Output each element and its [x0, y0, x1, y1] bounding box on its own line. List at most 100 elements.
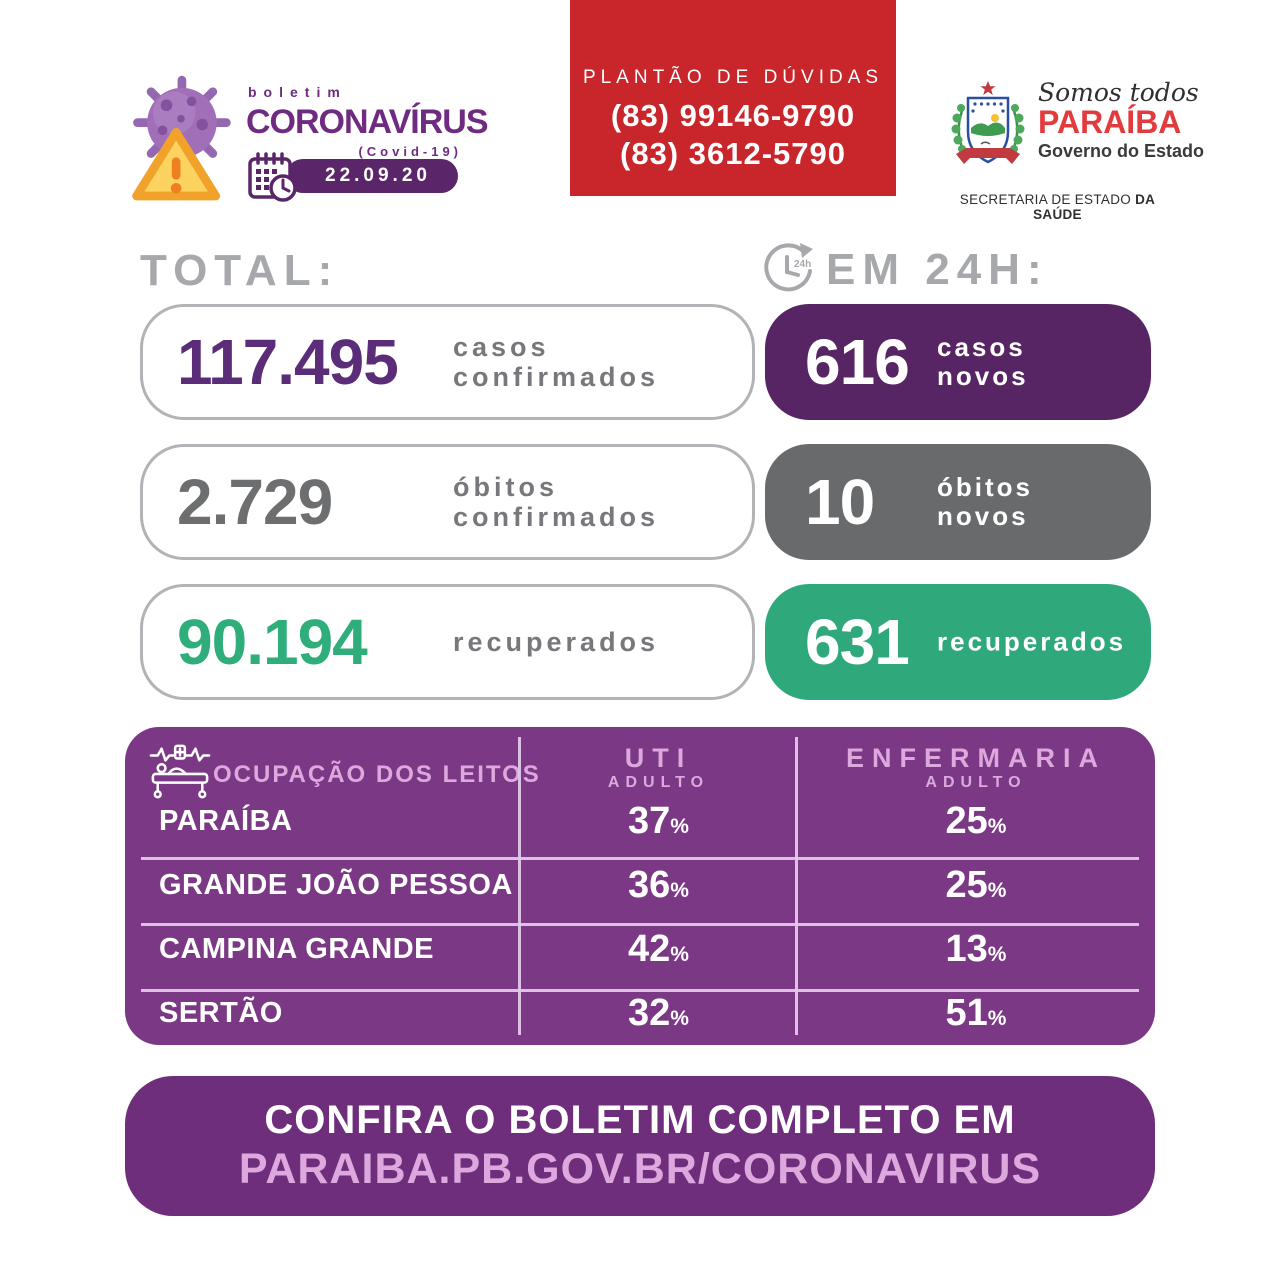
- new-deaths-value: 10: [805, 466, 875, 538]
- label-line1: recuperados: [453, 626, 660, 657]
- column-header-uti: UTI ADULTO: [520, 743, 797, 792]
- total-heading: TOTAL:: [140, 246, 340, 295]
- column-header-line2: ADULTO: [607, 774, 710, 791]
- hospital-bed-icon: [149, 744, 211, 799]
- coronavirus-warning-icon: [132, 75, 231, 201]
- percent-sign: %: [670, 878, 689, 902]
- percent-number: 13: [945, 927, 988, 970]
- beds-table-title: OCUPAÇÃO DOS LEITOS: [213, 761, 541, 788]
- label-line2: confirmados: [453, 362, 660, 392]
- region-name: CAMPINA GRANDE: [159, 932, 434, 965]
- label-line1: óbitos: [453, 471, 558, 502]
- table-row: CAMPINA GRANDE 42% 13%: [125, 917, 1155, 981]
- region-name: SERTÃO: [159, 996, 283, 1029]
- total-cases-label: casos confirmados: [453, 332, 659, 392]
- column-header-enfermaria: ENFERMARIA ADULTO: [797, 743, 1155, 792]
- full-bulletin-cta[interactable]: CONFIRA O BOLETIM COMPLETO EM PARAIBA.PB…: [125, 1076, 1155, 1216]
- uti-value: 36%: [520, 864, 797, 907]
- label-line1: recuperados: [937, 626, 1127, 657]
- brand-title: CORONAVÍRUS: [246, 103, 489, 141]
- total-cases-value: 117.495: [177, 326, 399, 398]
- total-cases-box: 117.495 casos confirmados: [140, 304, 755, 420]
- uti-value: 32%: [520, 992, 797, 1035]
- column-divider: [518, 737, 521, 1035]
- total-recovered-value: 90.194: [177, 606, 368, 678]
- calendar-clock-icon: [248, 152, 297, 202]
- paraiba-coat-of-arms: [951, 81, 1025, 164]
- hotline-panel: PLANTÃO DE DÚVIDAS (83) 99146-9790 (83) …: [570, 0, 896, 196]
- cta-url[interactable]: PARAIBA.PB.GOV.BR/CORONAVIRUS: [238, 1145, 1042, 1193]
- percent-sign: %: [670, 942, 689, 966]
- column-header-line1: UTI: [624, 743, 693, 773]
- total-deaths-box: 2.729 óbitos confirmados: [140, 444, 755, 560]
- total-deaths-label: óbitos confirmados: [453, 472, 659, 532]
- new-recovered-label: recuperados: [937, 627, 1126, 656]
- last24h-heading-text: EM 24H:: [826, 245, 1049, 294]
- percent-number: 36: [628, 863, 671, 906]
- label-line1: óbitos: [937, 471, 1033, 502]
- gov-script-text: Somos todos: [1038, 78, 1199, 107]
- uti-value: 42%: [520, 928, 797, 971]
- gov-tagline: Governo do Estado: [1038, 141, 1205, 161]
- percent-number: 51: [945, 991, 988, 1034]
- enfermaria-value: 51%: [797, 992, 1155, 1035]
- enfermaria-value: 13%: [797, 928, 1155, 971]
- table-row: SERTÃO 32% 51%: [125, 981, 1155, 1045]
- date-row: 22.09.20: [246, 150, 462, 206]
- gov-state-name: PARAÍBA: [1038, 104, 1182, 140]
- label-line2: novos: [937, 501, 1029, 531]
- uti-value: 37%: [520, 800, 797, 843]
- table-row: GRANDE JOÃO PESSOA 36% 25%: [125, 853, 1155, 917]
- total-recovered-label: recuperados: [453, 627, 659, 657]
- row-divider: [141, 857, 1139, 860]
- secretariat-bold: DA SAÚDE: [1033, 192, 1156, 222]
- brand-block: boletim CORONAVÍRUS (Covid-19): [246, 84, 489, 159]
- column-divider: [795, 737, 798, 1035]
- percent-sign: %: [670, 814, 689, 838]
- brand-pre-title: boletim: [248, 84, 347, 100]
- region-name: GRANDE JOÃO PESSOA: [159, 868, 513, 901]
- enfermaria-value: 25%: [797, 800, 1155, 843]
- label-line2: novos: [937, 361, 1029, 391]
- column-header-line2: ADULTO: [925, 774, 1027, 791]
- label-line1: casos: [937, 331, 1026, 362]
- new-cases-box: 616 casos novos: [765, 304, 1151, 420]
- total-recovered-box: 90.194 recuperados: [140, 584, 755, 700]
- percent-sign: %: [670, 1006, 689, 1030]
- hotline-phone-1: (83) 99146-9790: [610, 97, 856, 133]
- percent-sign: %: [987, 1006, 1007, 1030]
- column-header-line1: ENFERMARIA: [846, 743, 1106, 773]
- percent-number: 32: [628, 991, 671, 1034]
- cta-text: CONFIRA O BOLETIM COMPLETO EM: [264, 1098, 1016, 1142]
- brand-subtitle: (Covid-19): [358, 144, 462, 159]
- secretariat-prefix: SECRETARIA DE ESTADO: [959, 192, 1136, 207]
- percent-sign: %: [987, 878, 1007, 902]
- last24h-heading: 24h EM 24H:: [760, 242, 1049, 298]
- percent-number: 25: [945, 799, 988, 842]
- row-divider: [141, 989, 1139, 992]
- beds-rows: PARAÍBA 37% 25% GRANDE JOÃO PESSOA 36% 2…: [125, 789, 1155, 1045]
- new-cases-label: casos novos: [937, 331, 1029, 391]
- total-deaths-value: 2.729: [177, 466, 333, 538]
- percent-number: 37: [628, 799, 671, 842]
- new-cases-value: 616: [805, 326, 910, 398]
- new-recovered-box: 631 recuperados: [765, 584, 1151, 700]
- clock-24h-icon: 24h: [764, 243, 813, 292]
- new-recovered-value: 631: [805, 606, 910, 678]
- secretariat-line: SECRETARIA DE ESTADO DA SAÚDE: [935, 192, 1180, 222]
- hotline-phone-2: (83) 3612-5790: [620, 136, 846, 172]
- label-line1: casos: [453, 331, 550, 362]
- government-logo: Somos todos PARAÍBA Governo do Estado: [1038, 78, 1205, 162]
- new-deaths-box: 10 óbitos novos: [765, 444, 1151, 560]
- beds-occupancy-table: OCUPAÇÃO DOS LEITOS UTI ADULTO ENFERMARI…: [125, 727, 1155, 1045]
- enfermaria-value: 25%: [797, 864, 1155, 907]
- new-deaths-label: óbitos novos: [937, 471, 1033, 531]
- table-row: PARAÍBA 37% 25%: [125, 789, 1155, 853]
- row-divider: [141, 923, 1139, 926]
- percent-sign: %: [987, 814, 1007, 838]
- clock-24h-badge: 24h: [794, 259, 811, 270]
- hotline-label: PLANTÃO DE DÚVIDAS: [582, 66, 884, 88]
- date-badge: 22.09.20: [286, 159, 458, 193]
- region-name: PARAÍBA: [159, 804, 293, 837]
